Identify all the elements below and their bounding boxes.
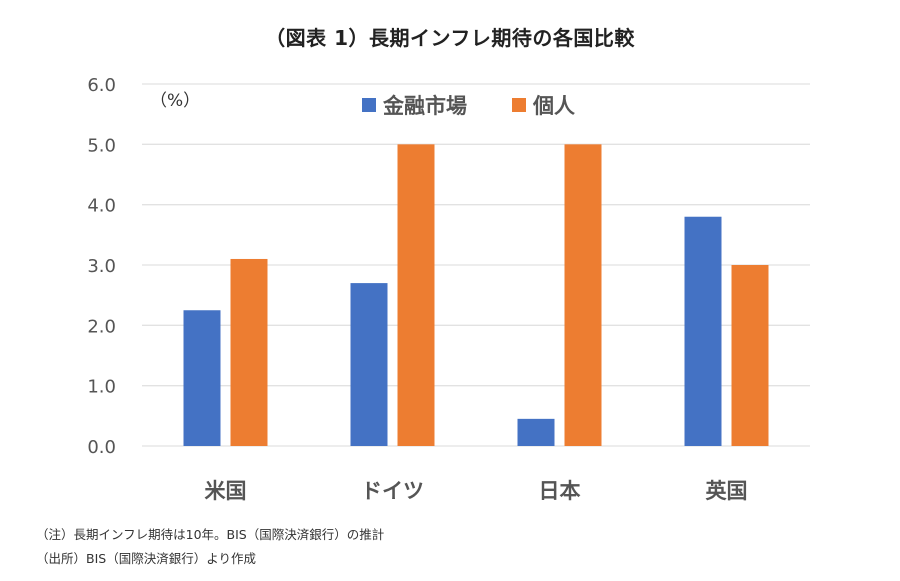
bar-individual-1 — [397, 144, 435, 447]
footnote-note: （注）長期インフレ期待は10年。BIS（国際決済銀行）の推計 — [36, 527, 385, 542]
y-axis-ticks: 0.0 1.0 2.0 3.0 4.0 5.0 6.0 — [87, 75, 116, 458]
bar-individual-0 — [230, 258, 268, 446]
legend: 金融市場 個人 — [362, 94, 575, 118]
bar-financial-market-0 — [183, 310, 221, 446]
x-category-label: ドイツ — [361, 479, 424, 503]
x-category-label: 米国 — [205, 479, 247, 503]
bar-financial-market-1 — [350, 283, 388, 446]
x-axis-categories: 米国 ドイツ 日本 英国 — [205, 479, 748, 503]
y-tick-label: 6.0 — [87, 75, 116, 96]
y-tick-label: 0.0 — [87, 437, 116, 458]
bar-financial-market-2 — [517, 418, 555, 446]
y-axis-unit-label: （%） — [150, 91, 200, 111]
y-tick-label: 2.0 — [87, 316, 116, 337]
legend-swatch-individual — [512, 98, 526, 112]
x-category-label: 日本 — [539, 479, 581, 503]
bars — [183, 144, 769, 447]
y-tick-label: 4.0 — [87, 196, 116, 217]
footnote-source: （出所）BIS（国際決済銀行）より作成 — [36, 551, 256, 566]
bar-chart: 0.0 1.0 2.0 3.0 4.0 5.0 6.0 （%） 金融市場 個人 米国 ドイツ 日… — [87, 75, 810, 503]
y-tick-label: 3.0 — [87, 256, 116, 277]
chart-title: （図表 1）長期インフレ期待の各国比較 — [265, 26, 635, 50]
legend-label-individual: 個人 — [532, 94, 575, 118]
y-tick-label: 1.0 — [87, 377, 116, 398]
bar-financial-market-3 — [684, 216, 722, 446]
bar-individual-2 — [564, 144, 602, 447]
bar-individual-3 — [731, 265, 769, 446]
legend-swatch-financial-market — [362, 98, 376, 112]
legend-label-financial-market: 金融市場 — [382, 94, 467, 118]
y-tick-label: 5.0 — [87, 135, 116, 156]
x-category-label: 英国 — [706, 479, 748, 503]
